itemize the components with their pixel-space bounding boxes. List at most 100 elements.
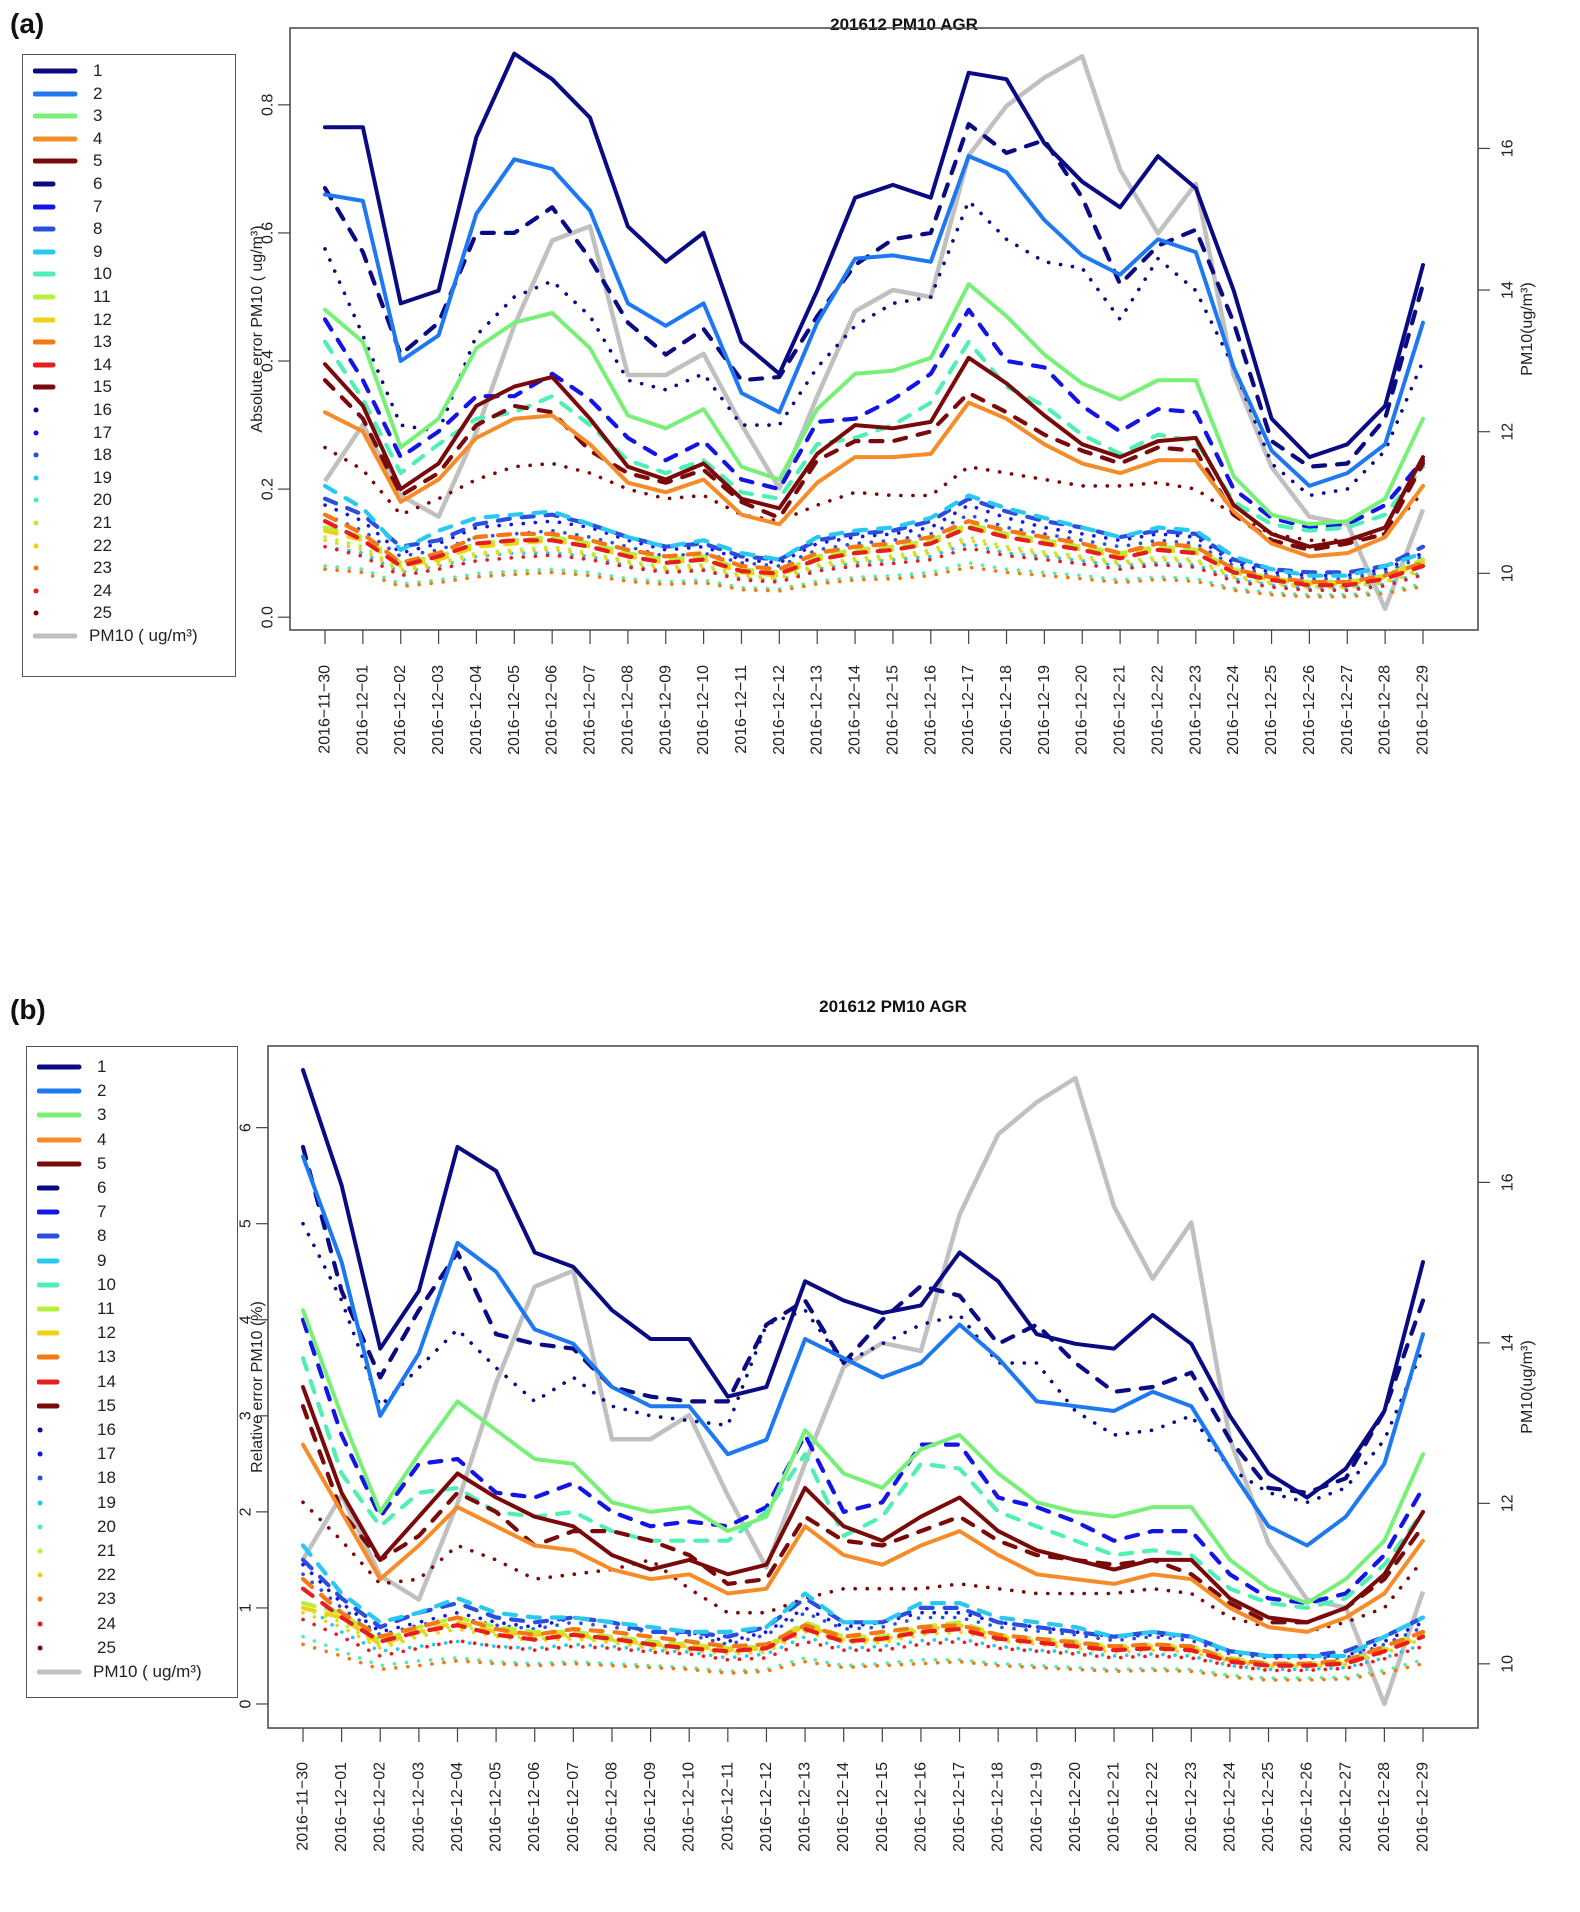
legend-swatch-icon bbox=[37, 1209, 60, 1215]
legend-label: 1 bbox=[97, 1057, 107, 1076]
legend-label: 15 bbox=[97, 1395, 116, 1415]
legend-label: 2 bbox=[97, 1081, 107, 1101]
legend-label: 14 bbox=[93, 354, 112, 374]
series-15-line bbox=[300, 1404, 1426, 1625]
x-tick-label: 2016−12−24 bbox=[1221, 1762, 1238, 1852]
legend-item-24: 24 bbox=[27, 1614, 227, 1636]
legend-item-25: 25 bbox=[27, 1638, 227, 1660]
legend-label: 3 bbox=[93, 106, 103, 126]
legend-item-2: 2 bbox=[23, 84, 223, 106]
series-pm10-line bbox=[323, 54, 1426, 612]
legend-item-17: 17 bbox=[27, 1444, 227, 1466]
y2-tick-label: 14 bbox=[1500, 281, 1517, 299]
legend-label: 2 bbox=[93, 83, 103, 103]
y2-tick-label: 10 bbox=[1500, 1655, 1517, 1673]
legend-label: 20 bbox=[97, 1516, 116, 1536]
legend-label: 11 bbox=[97, 1299, 115, 1318]
x-tick-label: 2016−12−15 bbox=[884, 665, 901, 755]
legend-label: 24 bbox=[93, 580, 112, 600]
y-tick-label: 4 bbox=[238, 1315, 255, 1324]
y-tick-label: 1 bbox=[238, 1603, 255, 1612]
legend-label: 6 bbox=[97, 1178, 107, 1197]
legend-item-pm10: PM10 ( ug/m³) bbox=[27, 1662, 227, 1684]
legend-label: 17 bbox=[97, 1444, 116, 1464]
legend-item-24: 24 bbox=[23, 581, 223, 603]
legend-item-23: 23 bbox=[23, 558, 223, 580]
series-5-line bbox=[301, 1385, 1425, 1625]
x-tick-label: 2016−12−28 bbox=[1376, 1762, 1393, 1852]
legend-label: 19 bbox=[93, 467, 112, 487]
plot-frame bbox=[267, 1045, 1479, 1729]
legend-swatch-icon bbox=[33, 204, 56, 210]
legend-swatch-icon bbox=[37, 1669, 82, 1675]
legend-item-22: 22 bbox=[23, 536, 223, 558]
legend-label: 13 bbox=[97, 1347, 116, 1367]
legend-item-19: 19 bbox=[23, 468, 223, 490]
legend-label: 21 bbox=[93, 513, 112, 532]
legend-swatch-icon bbox=[37, 1258, 60, 1264]
legend-item-9: 9 bbox=[27, 1251, 227, 1273]
legend-swatch-icon bbox=[33, 91, 78, 97]
legend-item-9: 9 bbox=[23, 242, 223, 264]
legend-label: 1 bbox=[93, 61, 103, 80]
legend-swatch-icon bbox=[37, 1306, 60, 1312]
x-tick-label: 2016−12−01 bbox=[354, 665, 371, 755]
legend-label: PM10 ( ug/m³) bbox=[89, 626, 198, 645]
legend-item-2: 2 bbox=[27, 1081, 227, 1103]
y-tick-label: 3 bbox=[238, 1411, 255, 1420]
legend-swatch-icon bbox=[33, 68, 78, 74]
legend-item-16: 16 bbox=[27, 1420, 227, 1442]
x-tick-label: 2016−12−06 bbox=[526, 1762, 543, 1852]
series-9-line bbox=[300, 1543, 1426, 1659]
legend-item-14: 14 bbox=[27, 1372, 227, 1394]
legend-swatch-icon bbox=[37, 1282, 60, 1288]
series-9-line bbox=[322, 483, 1426, 578]
legend-label: 15 bbox=[93, 377, 112, 397]
y-tick-label: 0.8 bbox=[260, 94, 277, 116]
legend-item-8: 8 bbox=[27, 1226, 227, 1248]
legend-item-3: 3 bbox=[23, 106, 223, 128]
series-16-line bbox=[301, 1221, 1425, 1505]
series-6-line bbox=[300, 1144, 1426, 1495]
legend-item-4: 4 bbox=[27, 1130, 227, 1152]
legend-swatch-icon bbox=[37, 1379, 60, 1385]
legend-swatch-icon bbox=[37, 1354, 60, 1360]
x-tick-label: 2016−12−14 bbox=[847, 665, 864, 755]
legend-item-18: 18 bbox=[23, 445, 223, 467]
x-tick-label: 2016−12−03 bbox=[430, 665, 447, 755]
y-tick-label: 6 bbox=[238, 1123, 255, 1132]
legend-swatch-icon bbox=[37, 1403, 60, 1409]
legend-label: 20 bbox=[93, 490, 112, 510]
series-14-line bbox=[322, 518, 1426, 588]
x-tick-label: 2016−12−17 bbox=[960, 665, 977, 755]
x-tick-label: 2016−12−07 bbox=[565, 1762, 582, 1852]
legend-label: 11 bbox=[93, 287, 111, 306]
panel-a-legend: 1 2 3 4 5 6 7 8 9 10 11 12 13 14 15 16 17 18 19 20 21 22 23 24 2… bbox=[22, 54, 236, 677]
x-tick-label: 2016−12−12 bbox=[771, 665, 788, 755]
legend-label: 7 bbox=[93, 196, 103, 216]
x-tick-label: 2016−12−17 bbox=[951, 1762, 968, 1852]
legend-item-11: 11 bbox=[27, 1299, 227, 1321]
legend-item-22: 22 bbox=[27, 1565, 227, 1587]
x-tick-label: 2016−12−08 bbox=[603, 1762, 620, 1852]
series-7-line bbox=[322, 307, 1426, 530]
legend-item-4: 4 bbox=[23, 129, 223, 151]
x-tick-label: 2016−12−25 bbox=[1260, 1762, 1277, 1852]
x-tick-label: 2016−12−25 bbox=[1263, 665, 1280, 755]
series-25-line bbox=[323, 445, 1425, 543]
legend-label: 9 bbox=[93, 241, 103, 261]
legend-item-pm10: PM10 ( ug/m³) bbox=[23, 626, 223, 648]
legend-swatch-icon bbox=[33, 136, 78, 142]
y-tick-label: 0.2 bbox=[260, 478, 277, 500]
legend-swatch-icon bbox=[33, 181, 56, 187]
x-tick-label: 2016−12−20 bbox=[1074, 665, 1091, 755]
legend-item-12: 12 bbox=[23, 310, 223, 332]
x-tick-label: 2016−12−10 bbox=[695, 665, 712, 755]
x-tick-label: 2016−12−13 bbox=[809, 665, 826, 755]
panel-b-label: (b) bbox=[10, 994, 46, 1025]
series-3-line bbox=[301, 1308, 1425, 1606]
series-4-line bbox=[323, 400, 1425, 559]
x-tick-label: 2016−12−27 bbox=[1337, 1762, 1354, 1852]
legend-item-21: 21 bbox=[23, 513, 223, 535]
legend-swatch-icon bbox=[37, 1137, 82, 1143]
